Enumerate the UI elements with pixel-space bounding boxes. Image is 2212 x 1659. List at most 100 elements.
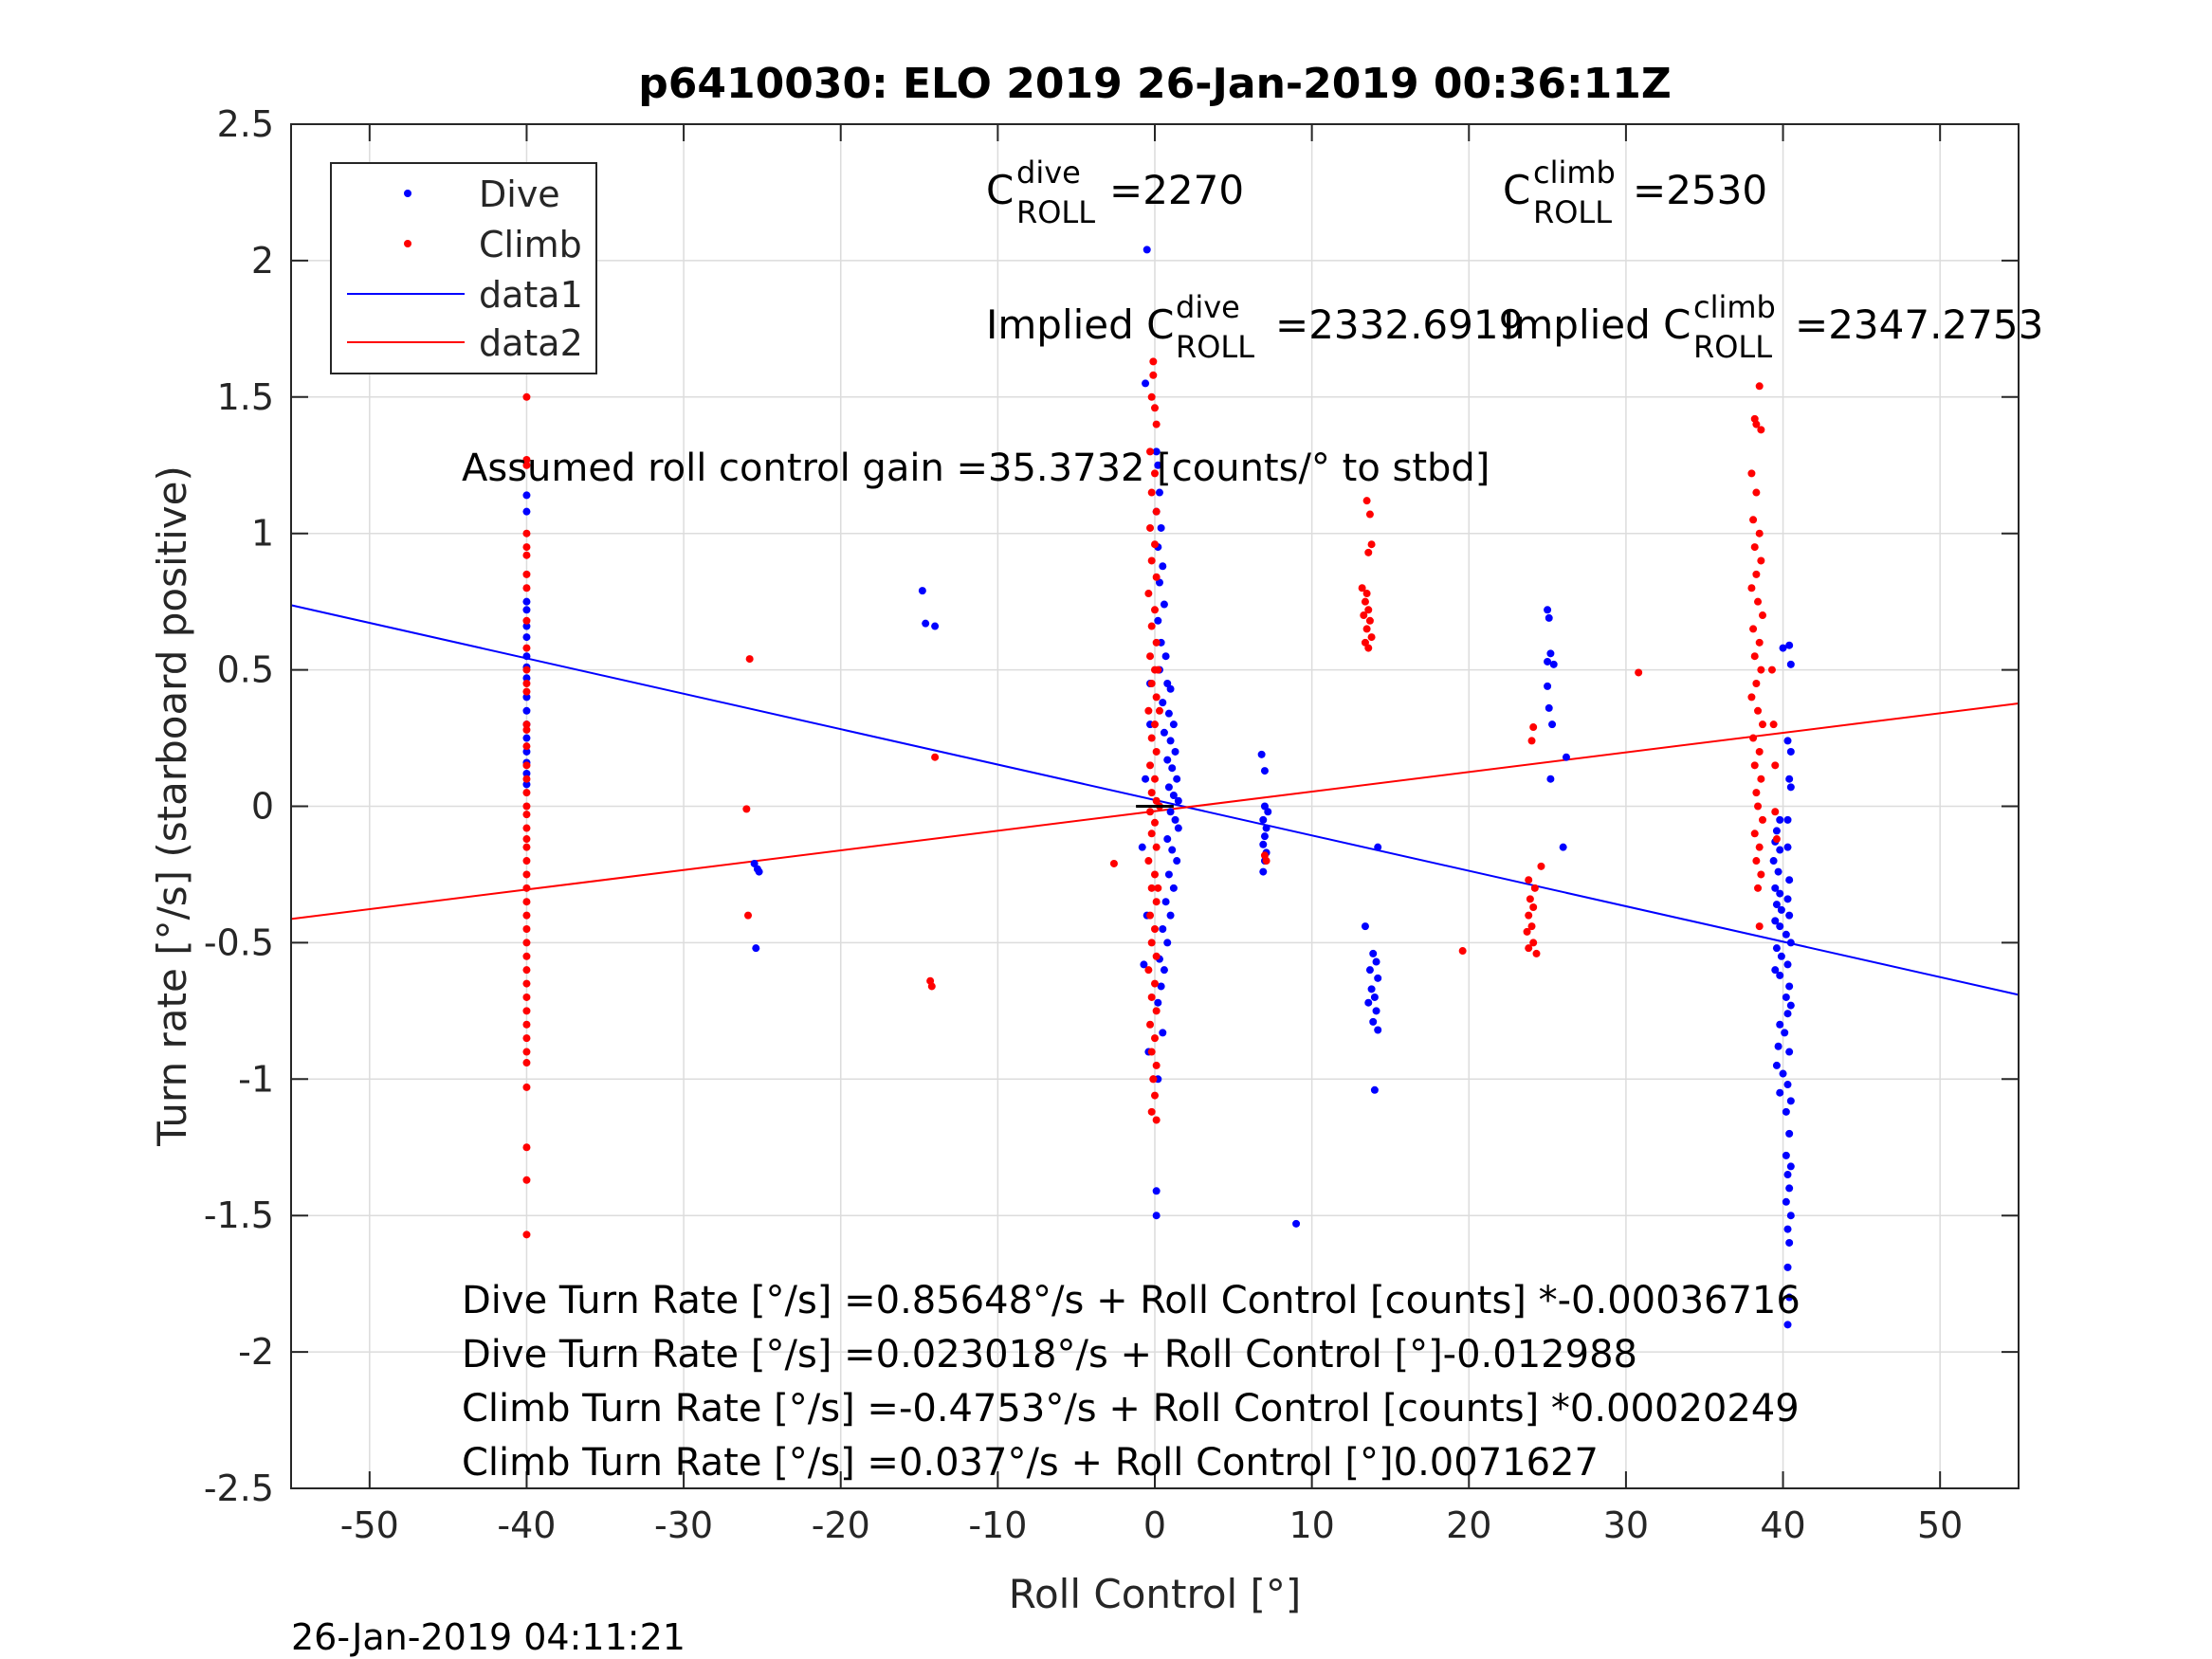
dive-point [1257, 750, 1266, 758]
dive-point [522, 597, 531, 606]
climb-point [1147, 556, 1156, 565]
climb-point [1358, 584, 1366, 592]
dive-point [1772, 1061, 1781, 1069]
dive-point [1372, 1007, 1380, 1015]
dive-point [1171, 815, 1179, 824]
c-dive-sub: ROLL [1016, 194, 1095, 230]
dive-point [1138, 843, 1146, 851]
climb-point [522, 455, 531, 464]
climb-point [1152, 573, 1161, 581]
climb-point [1757, 426, 1765, 434]
climb-point [1152, 693, 1161, 702]
climb-point [522, 644, 531, 652]
climb-point [522, 584, 531, 592]
dive-point [1260, 767, 1269, 775]
climb-point [1152, 952, 1161, 960]
tick-labels: -50 -40 -30 -20 -10 0 10 20 30 40 50-2.5-2-1.5-1-0… [204, 103, 1964, 1546]
climb-point [1771, 761, 1780, 770]
dive-point [1786, 1001, 1795, 1010]
y-tick-label: -2.5 [204, 1468, 274, 1509]
y-tick-label: 0.5 [217, 649, 274, 691]
dive-point [1159, 1029, 1167, 1037]
climb-point [1262, 857, 1271, 866]
dive-point [1142, 775, 1150, 783]
dive-point [1154, 998, 1162, 1007]
climb-point [1635, 668, 1643, 677]
implied-climb-sub: ROLL [1693, 329, 1772, 365]
dive-point [1160, 600, 1168, 609]
climb-point [522, 742, 531, 751]
annotation-implied-climb: Implied C climb ROLL =2347.2753 [1503, 289, 2043, 365]
climb-point [1151, 606, 1159, 614]
footer-timestamp: 26-Jan-2019 04:11:21 [291, 1616, 686, 1658]
implied-dive-sup: dive [1176, 289, 1240, 325]
climb-point [1149, 1075, 1158, 1084]
climb-point [1754, 706, 1763, 715]
climb-point [522, 857, 531, 866]
climb-point [1146, 808, 1155, 816]
annotation-c-climb: C climb ROLL =2530 [1503, 155, 1767, 230]
climb-point [1757, 556, 1765, 565]
climb-point [1769, 720, 1778, 729]
dive-point [1783, 1081, 1792, 1089]
dive-point [1783, 895, 1792, 903]
climb-point [1772, 835, 1781, 844]
dive-point [1772, 901, 1781, 909]
dive-point [1544, 682, 1552, 690]
dive-point [755, 867, 763, 876]
climb-point [1754, 802, 1763, 811]
dive-point [1160, 728, 1168, 737]
climb-point [522, 616, 531, 625]
climb-point [1147, 392, 1156, 401]
climb-point [1149, 371, 1158, 379]
dive-point [1782, 993, 1790, 1001]
dive-point [1544, 657, 1552, 665]
climb-point [1360, 611, 1368, 620]
climb-point [522, 1176, 531, 1184]
dive-point [1785, 641, 1794, 649]
climb-point [745, 655, 754, 664]
dive-point [1369, 949, 1378, 957]
dive-point [522, 507, 531, 516]
climb-point [1151, 818, 1159, 827]
dive-point [1786, 660, 1795, 668]
climb-point [1754, 884, 1763, 892]
climb-point [522, 543, 531, 552]
climb-point [522, 1059, 531, 1067]
climb-point [1152, 507, 1161, 516]
climb-point [522, 993, 531, 1001]
dive-point [1776, 1088, 1784, 1097]
implied-climb-value: =2347.2753 [1795, 301, 2043, 348]
dive-point [1367, 985, 1376, 994]
dive-point [1785, 1293, 1794, 1302]
climb-point [1147, 789, 1156, 797]
climb-point [1144, 966, 1153, 975]
dive-point [1786, 1097, 1795, 1105]
dive-point [522, 780, 531, 789]
climb-point [1147, 1107, 1156, 1116]
climb-point [522, 1083, 531, 1091]
legend-data2-label: data2 [479, 322, 583, 364]
climb-point [1146, 652, 1155, 661]
dive-point [1260, 802, 1269, 811]
dive-point [1163, 939, 1172, 947]
climb-point [1147, 830, 1156, 838]
climb-point [522, 392, 531, 401]
y-tick-label: -1.5 [204, 1194, 274, 1236]
dive-point [1166, 737, 1175, 745]
dive-point [522, 706, 531, 715]
dive-point [1260, 832, 1269, 841]
climb-point [522, 1143, 531, 1152]
dive-point [1152, 1187, 1161, 1195]
climb-point [522, 461, 531, 469]
dive-point [1782, 1151, 1790, 1159]
c-climb-sub: ROLL [1533, 194, 1612, 230]
data-points [522, 212, 1795, 1329]
dive-point [1785, 982, 1794, 991]
c-climb-value: =2530 [1633, 167, 1767, 213]
dive-point [1163, 756, 1172, 764]
climb-point [1757, 775, 1765, 783]
climb-point [1152, 420, 1161, 428]
climb-point [1155, 706, 1163, 715]
dive-point [1786, 1162, 1795, 1171]
